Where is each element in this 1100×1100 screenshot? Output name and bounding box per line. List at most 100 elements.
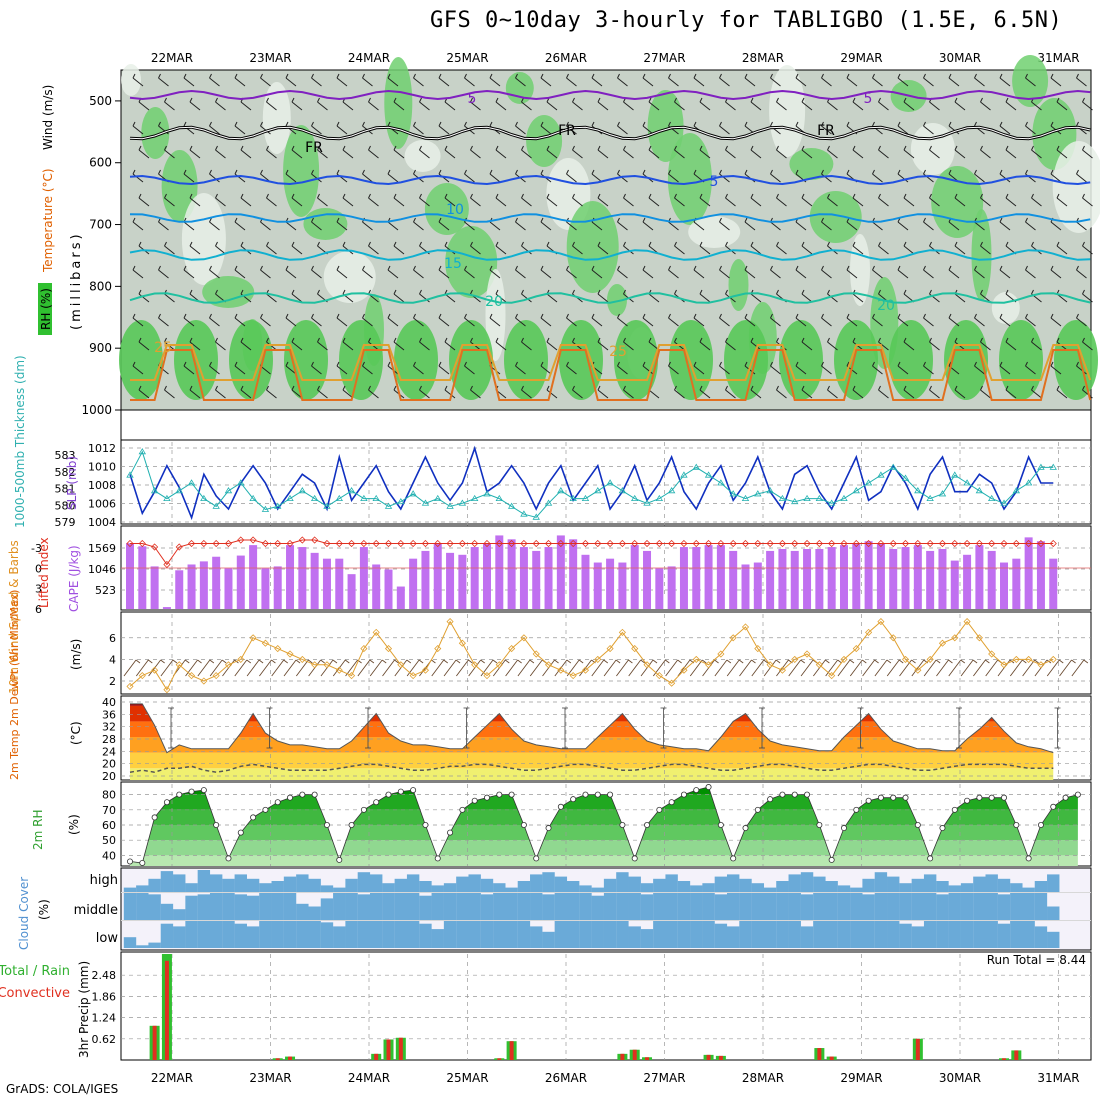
cloud-cover-bar	[505, 893, 518, 920]
rh-contour-patch	[161, 150, 198, 222]
rh-band	[130, 825, 1078, 841]
thickness-marker	[495, 494, 504, 501]
cape-bar	[544, 547, 553, 609]
thickness-marker	[618, 487, 627, 494]
li-marker	[187, 539, 196, 548]
wind-barb	[138, 193, 150, 207]
wind-barb	[132, 121, 144, 135]
wind-barb	[1022, 659, 1039, 677]
isotherm-label: FR	[305, 140, 323, 156]
cape-bar	[409, 558, 418, 609]
precip-convective-bar	[1002, 1058, 1007, 1060]
wind-barb	[311, 73, 322, 87]
wind-barb	[240, 385, 252, 399]
wind-barb	[311, 313, 322, 327]
cloud-cover-bar	[197, 921, 211, 948]
precip-convective-bar	[829, 1056, 834, 1060]
wind-barb	[591, 659, 609, 677]
wind-speed-marker	[1025, 655, 1033, 663]
upper-air-legend: RH (%) Temperature (°C) Wind (m/s) (mill…	[38, 85, 84, 335]
wind-barb	[419, 385, 430, 399]
wind-barb	[1056, 385, 1068, 399]
cloud-cover-bar	[763, 921, 777, 948]
top-date-label: 23MAR	[249, 51, 291, 65]
cloud-cover-bar	[296, 903, 309, 920]
li-marker	[138, 539, 146, 548]
cape-bar	[679, 547, 688, 609]
wind-barb	[980, 145, 991, 159]
thickness-marker	[692, 463, 700, 470]
cape-bar	[236, 555, 245, 609]
rh-contour-patch	[1052, 141, 1100, 233]
wind-barb	[382, 659, 399, 677]
thickness-marker	[200, 494, 208, 501]
cape-bar	[618, 562, 627, 609]
wind-barb	[821, 217, 832, 231]
cape-bar	[852, 543, 861, 609]
rh-point	[988, 794, 995, 801]
wind-barb	[954, 193, 966, 207]
rh-point	[459, 806, 466, 813]
wind-barb	[725, 385, 736, 399]
wind-barb	[923, 73, 934, 87]
cape-bar	[729, 550, 738, 609]
li-marker	[606, 539, 614, 548]
wind-speed-marker	[692, 655, 700, 663]
cloud-cover-bar	[887, 893, 900, 920]
cloud-cover-bar	[308, 921, 321, 948]
li-marker	[705, 539, 713, 548]
wind-barb	[431, 659, 449, 677]
cloud-cover-bar	[887, 876, 900, 892]
wind-barb	[1076, 313, 1087, 327]
wind-barb	[628, 659, 645, 677]
rh-point	[250, 814, 257, 821]
li-line	[130, 539, 1054, 566]
cloud-cover-bar	[788, 921, 801, 948]
rh-point	[754, 806, 761, 813]
rh-point	[176, 791, 183, 798]
wind-barb	[480, 659, 498, 677]
cloud-cover-bar	[197, 870, 211, 892]
li-marker	[360, 539, 368, 548]
cloud-cover-bar	[234, 923, 247, 948]
li-marker	[286, 539, 294, 548]
thickness-marker	[864, 479, 873, 486]
temperature-axis-label: 2m Temp 2m DewPt (6hr Min/Max)	[8, 590, 21, 780]
wind-speed-marker	[200, 677, 208, 685]
cape-bar	[187, 564, 196, 609]
wind-barb	[464, 361, 475, 375]
cloud-cover-bar	[665, 921, 678, 948]
precip-axis-label: 3hr Precip (mm)	[77, 961, 91, 1058]
wind-barb	[776, 385, 787, 399]
wind-barb	[342, 193, 354, 207]
li-marker	[421, 539, 430, 548]
wind-barb	[183, 313, 195, 327]
cloud-cover-bar	[690, 921, 703, 948]
thickness-marker	[360, 494, 368, 501]
wind-barb	[183, 265, 195, 279]
wind-barb	[438, 361, 450, 375]
wind-barb	[285, 169, 297, 183]
rh-point	[828, 856, 835, 863]
wind-speed-marker	[717, 650, 725, 658]
wind-barb	[825, 659, 842, 677]
precip-convective-bar	[386, 1039, 391, 1060]
cloud-cover-bar	[936, 881, 949, 892]
wind-barb	[1082, 193, 1093, 207]
wind-speed-marker	[298, 655, 306, 663]
rh-point	[791, 791, 798, 798]
wind-barb	[285, 361, 297, 375]
bottom-date-label: 28MAR	[742, 1071, 784, 1085]
cloud-cover-bar	[419, 923, 432, 948]
wind-barb	[540, 217, 552, 231]
cloud-cover-bar	[382, 921, 395, 948]
wind-barb	[725, 337, 736, 351]
wind-speed-marker	[901, 655, 910, 663]
wind-speed-marker	[224, 661, 233, 669]
cloud-level-label: middle	[74, 903, 118, 918]
li-marker	[828, 539, 836, 548]
li-marker	[508, 539, 516, 548]
isotherm-label: 20	[485, 294, 503, 310]
cape-li-panel: 1569 1046 523 -3 0 3 6 Lifted Index CAPE (J/kg…	[31, 525, 1092, 616]
thickness-marker	[212, 502, 220, 509]
